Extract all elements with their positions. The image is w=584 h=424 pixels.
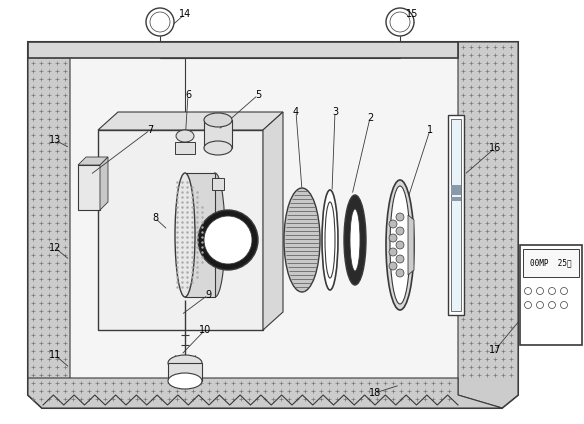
Ellipse shape bbox=[390, 186, 410, 304]
Text: 14: 14 bbox=[179, 9, 191, 19]
Ellipse shape bbox=[204, 113, 232, 127]
Circle shape bbox=[561, 301, 568, 309]
Text: 7: 7 bbox=[147, 125, 153, 135]
Ellipse shape bbox=[176, 130, 194, 142]
Ellipse shape bbox=[168, 373, 202, 389]
Circle shape bbox=[146, 8, 174, 36]
Ellipse shape bbox=[168, 355, 202, 371]
Text: 1: 1 bbox=[427, 125, 433, 135]
Ellipse shape bbox=[325, 202, 335, 278]
Bar bbox=[204, 120, 232, 148]
Text: 12: 12 bbox=[49, 243, 61, 253]
Ellipse shape bbox=[386, 180, 414, 310]
Circle shape bbox=[389, 220, 397, 228]
Circle shape bbox=[396, 227, 404, 235]
Text: 15: 15 bbox=[406, 9, 418, 19]
Polygon shape bbox=[185, 173, 215, 297]
Polygon shape bbox=[100, 157, 108, 210]
Text: 16: 16 bbox=[489, 143, 501, 153]
Circle shape bbox=[389, 248, 397, 256]
Polygon shape bbox=[408, 215, 414, 275]
Circle shape bbox=[396, 255, 404, 263]
Text: 9: 9 bbox=[205, 290, 211, 300]
Ellipse shape bbox=[204, 216, 252, 264]
Ellipse shape bbox=[344, 195, 366, 285]
Bar bbox=[175, 142, 195, 154]
Ellipse shape bbox=[205, 173, 225, 297]
Ellipse shape bbox=[175, 173, 195, 297]
Ellipse shape bbox=[204, 141, 232, 155]
Circle shape bbox=[390, 12, 410, 32]
Text: 18: 18 bbox=[369, 388, 381, 398]
Polygon shape bbox=[28, 378, 502, 408]
Polygon shape bbox=[458, 42, 518, 408]
Text: 5: 5 bbox=[255, 90, 261, 100]
Text: 3: 3 bbox=[332, 107, 338, 117]
Bar bbox=[451, 197, 461, 201]
Polygon shape bbox=[98, 112, 283, 130]
Bar bbox=[451, 185, 461, 195]
Text: 13: 13 bbox=[49, 135, 61, 145]
Circle shape bbox=[524, 301, 531, 309]
Circle shape bbox=[389, 234, 397, 242]
Circle shape bbox=[548, 287, 555, 295]
Polygon shape bbox=[28, 42, 70, 408]
Bar bbox=[78, 165, 100, 210]
Circle shape bbox=[537, 301, 544, 309]
Circle shape bbox=[524, 287, 531, 295]
Circle shape bbox=[150, 12, 170, 32]
Circle shape bbox=[396, 241, 404, 249]
Ellipse shape bbox=[350, 209, 360, 271]
Polygon shape bbox=[28, 42, 518, 408]
Ellipse shape bbox=[322, 190, 338, 290]
Text: 2: 2 bbox=[367, 113, 373, 123]
Circle shape bbox=[548, 301, 555, 309]
Ellipse shape bbox=[198, 210, 258, 270]
Ellipse shape bbox=[284, 188, 320, 292]
Text: 17: 17 bbox=[489, 345, 501, 355]
Bar bbox=[448, 115, 464, 315]
Bar bbox=[520, 245, 582, 345]
Text: 10: 10 bbox=[199, 325, 211, 335]
Text: 4: 4 bbox=[293, 107, 299, 117]
Bar bbox=[28, 42, 458, 58]
Bar bbox=[168, 363, 202, 381]
Polygon shape bbox=[263, 112, 283, 330]
Circle shape bbox=[396, 269, 404, 277]
Bar bbox=[451, 119, 461, 311]
Polygon shape bbox=[78, 157, 108, 165]
Circle shape bbox=[537, 287, 544, 295]
Circle shape bbox=[561, 287, 568, 295]
Text: 6: 6 bbox=[185, 90, 191, 100]
Circle shape bbox=[389, 262, 397, 270]
Circle shape bbox=[386, 8, 414, 36]
Text: 11: 11 bbox=[49, 350, 61, 360]
Bar bbox=[98, 130, 263, 330]
Circle shape bbox=[396, 213, 404, 221]
Text: 8: 8 bbox=[152, 213, 158, 223]
Bar bbox=[212, 178, 224, 190]
Text: 00MP  25℃: 00MP 25℃ bbox=[530, 259, 572, 268]
Bar bbox=[523, 249, 579, 277]
